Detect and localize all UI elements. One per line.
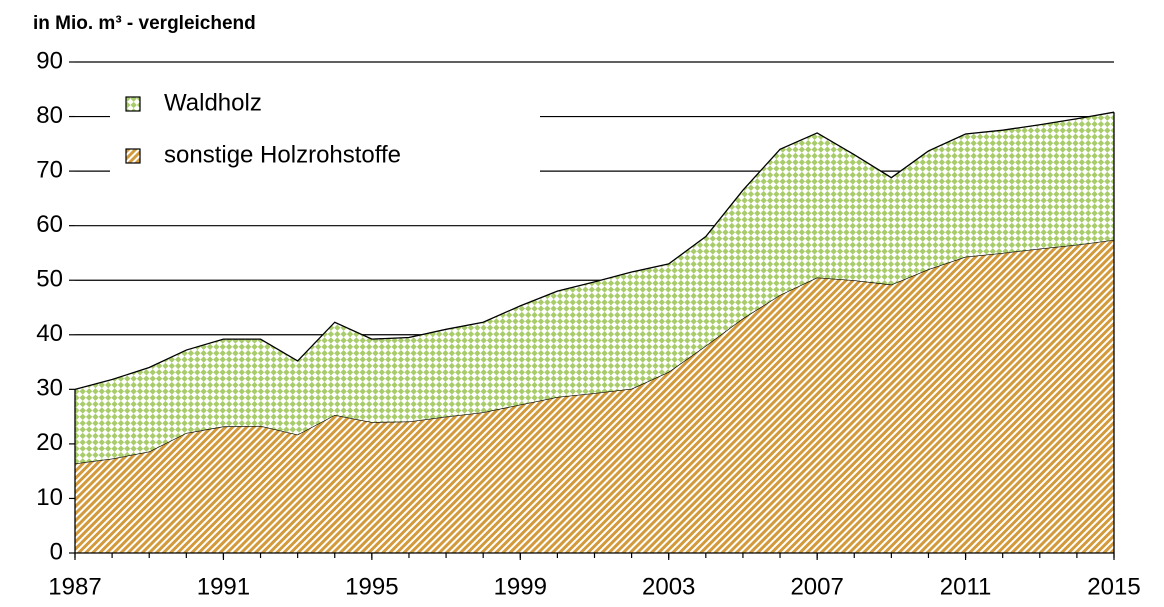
legend-label: Waldholz xyxy=(164,89,262,116)
y-tick-label: 50 xyxy=(36,266,63,293)
y-tick-label: 90 xyxy=(36,47,63,74)
x-tick-label: 1999 xyxy=(494,573,547,600)
area xyxy=(75,239,1114,553)
y-tick-label: 10 xyxy=(36,484,63,511)
legend-box xyxy=(110,80,540,180)
y-tick-label: 40 xyxy=(36,320,63,347)
chart-title: in Mio. m³ - vergleichend xyxy=(33,13,256,34)
x-tick-label: 1991 xyxy=(197,573,250,600)
legend-label: sonstige Holzrohstoffe xyxy=(164,141,401,168)
y-tick-label: 70 xyxy=(36,156,63,183)
y-tick-label: 30 xyxy=(36,375,63,402)
x-tick-label: 2015 xyxy=(1087,573,1140,600)
y-tick-label: 80 xyxy=(36,102,63,129)
x-tick-label: 2007 xyxy=(790,573,843,600)
x-tick-label: 2011 xyxy=(940,573,992,600)
y-tick-label: 60 xyxy=(36,211,63,238)
y-tick-label: 0 xyxy=(50,538,63,565)
area xyxy=(75,112,1114,464)
y-tick-label: 20 xyxy=(36,429,63,456)
x-tick-label: 1995 xyxy=(345,573,398,600)
x-tick-label: 1987 xyxy=(48,573,101,600)
legend-swatch xyxy=(125,96,141,112)
area-outline xyxy=(74,111,1115,390)
x-tick-label: 2003 xyxy=(642,573,695,600)
legend-swatch xyxy=(125,148,141,164)
